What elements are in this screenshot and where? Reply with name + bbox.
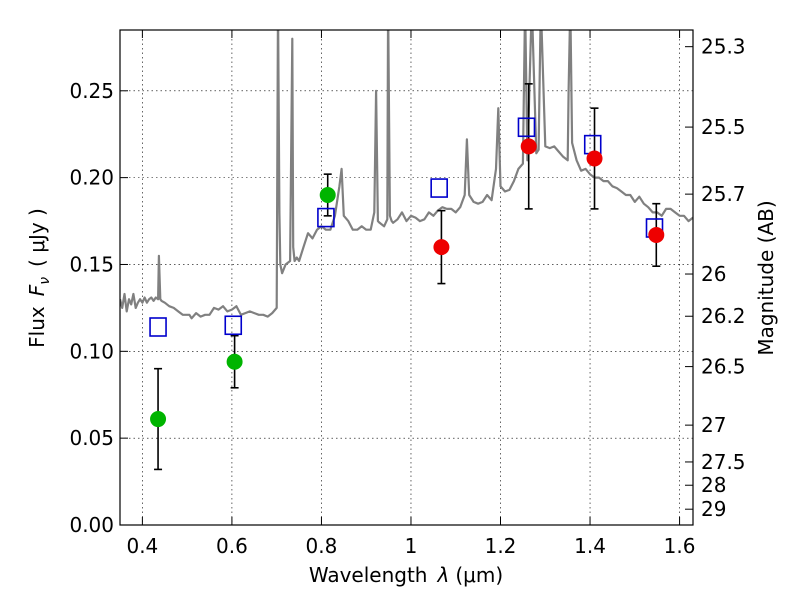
right-tick-label: 29 xyxy=(701,497,726,521)
y-tick-label: 0.25 xyxy=(69,79,114,103)
x-tick-label: 0.8 xyxy=(306,534,338,558)
x-tick-label: 1.4 xyxy=(574,534,606,558)
model-photometry-square xyxy=(149,317,167,337)
right-tick-label: 28 xyxy=(701,473,726,497)
observed-point xyxy=(520,138,537,155)
model-photometry-square xyxy=(430,178,448,198)
observed-point xyxy=(150,411,167,428)
x-tick-labels: 0.4 0.6 0.8 1 1.2 1.4 1.6 xyxy=(126,534,695,558)
right-tick-label: 25.3 xyxy=(701,35,746,59)
right-tick-label: 25.7 xyxy=(701,182,746,206)
right-axis-title: Magnitude (AB) xyxy=(754,200,778,355)
x-tick-label: 0.4 xyxy=(126,534,158,558)
x-tick-label: 1.6 xyxy=(664,534,696,558)
x-tick-label: 1.2 xyxy=(485,534,517,558)
spectrum-line xyxy=(120,30,693,320)
y-tick-label: 0.05 xyxy=(69,426,114,450)
grid-lines xyxy=(120,30,693,525)
y-axis-title: FluxFν( μJy ) xyxy=(25,208,53,348)
y-tick-label: 0.10 xyxy=(69,339,114,363)
y-tick-label: 0.20 xyxy=(69,166,114,190)
plot-background xyxy=(120,30,693,525)
right-tick-label: 25.5 xyxy=(701,115,746,139)
plot-frame xyxy=(119,29,694,526)
model-photometry-square xyxy=(517,117,536,138)
x-axis-title: Wavelength λ (μm) xyxy=(309,563,503,587)
y-tick-labels: 0.00 0.05 0.10 0.15 0.20 0.25 xyxy=(69,79,114,537)
observed-point xyxy=(648,226,665,243)
observed-point xyxy=(586,150,603,167)
right-tick-label: 26 xyxy=(701,262,726,286)
right-tick-label: 26.5 xyxy=(701,355,746,379)
y-tick-label: 0.00 xyxy=(69,513,114,537)
right-tick-label: 27.5 xyxy=(701,450,746,474)
x-tick-label: 1 xyxy=(405,534,418,558)
y-tick-label: 0.15 xyxy=(69,252,114,276)
x-tick-label: 0.6 xyxy=(216,534,248,558)
point-layer xyxy=(150,138,665,428)
model-photometry-square xyxy=(317,207,335,228)
spectrum-layer xyxy=(120,30,693,320)
right-tick-label: 26.2 xyxy=(701,304,746,328)
model-photometry-square xyxy=(224,315,243,336)
observed-point xyxy=(319,187,336,203)
right-tick-label: 27 xyxy=(701,413,726,437)
observed-point xyxy=(226,353,243,370)
axis-ticks xyxy=(120,30,693,526)
observed-point xyxy=(433,239,450,256)
